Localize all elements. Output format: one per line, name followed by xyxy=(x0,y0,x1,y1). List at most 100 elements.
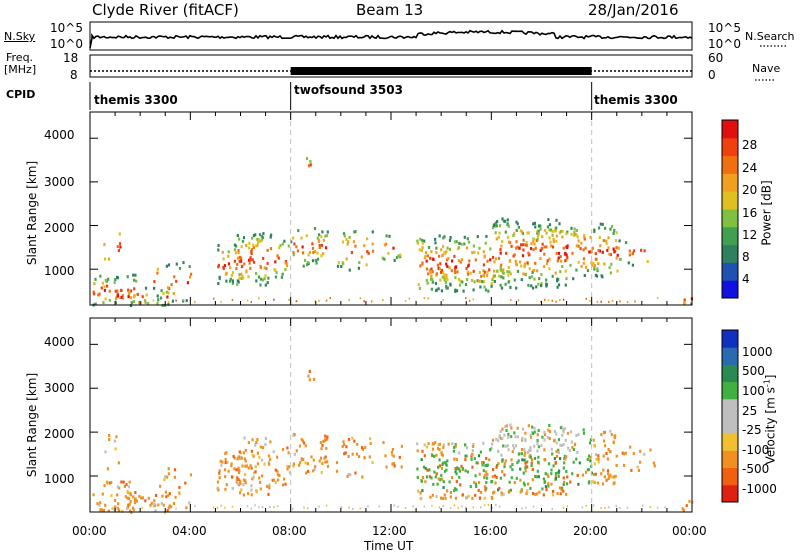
power-cell xyxy=(366,237,369,241)
power-cell xyxy=(594,257,597,261)
velocity-cell xyxy=(437,465,440,469)
power-cell xyxy=(510,244,513,248)
power-cell xyxy=(311,259,315,263)
power-cell xyxy=(485,235,488,238)
power-cell xyxy=(559,270,562,274)
velocity-cell xyxy=(223,468,227,472)
power-cell xyxy=(171,299,174,303)
power-cell xyxy=(448,239,452,242)
power-ground-cell xyxy=(600,300,602,303)
velocity-cell xyxy=(441,453,444,457)
power-cell xyxy=(461,280,464,284)
velocity-cell xyxy=(323,439,326,443)
power-ground-cell xyxy=(273,298,275,301)
power-cell xyxy=(238,273,241,277)
velocity-cell xyxy=(287,451,290,455)
velocity-cell xyxy=(482,469,485,473)
power-cell xyxy=(241,239,245,243)
power-cell xyxy=(421,241,424,245)
velocity-cell xyxy=(559,457,562,460)
velocity-cell xyxy=(529,446,532,449)
power-cell xyxy=(500,275,503,279)
power-cell xyxy=(397,254,400,258)
velocity-cell xyxy=(518,452,521,456)
velocity-cell xyxy=(226,460,229,464)
power-cell xyxy=(245,270,248,274)
power-cell xyxy=(598,249,602,253)
power-cell xyxy=(565,245,568,249)
power-cell xyxy=(513,232,516,236)
velocity-ground-cell xyxy=(261,506,264,509)
velocity-cell xyxy=(242,483,245,487)
velocity-cell xyxy=(486,463,489,467)
velocity-cell xyxy=(305,471,308,475)
velocity-cell xyxy=(342,440,345,444)
velocity-cell xyxy=(568,449,571,453)
power-cell xyxy=(352,240,355,244)
velocity-ground-cell xyxy=(216,506,219,509)
velocity-cell xyxy=(178,491,181,495)
power-cell xyxy=(430,250,433,254)
power-cell xyxy=(535,285,538,289)
power-cell xyxy=(251,236,254,240)
velocity-cell xyxy=(244,448,247,452)
velocity-cell xyxy=(563,454,566,458)
power-cell xyxy=(575,244,578,248)
power-cell xyxy=(224,272,227,276)
velocity-cell xyxy=(110,494,113,498)
velocity-cell xyxy=(254,470,257,474)
power-cell xyxy=(536,269,539,273)
power-cell xyxy=(690,302,693,306)
power-cell xyxy=(609,253,612,257)
power-cell xyxy=(515,246,518,250)
velocity-cell xyxy=(233,456,236,460)
velocity-cell xyxy=(582,428,585,432)
power-cell xyxy=(557,251,561,255)
power-cell xyxy=(493,260,496,264)
velocity-cell xyxy=(188,501,191,505)
velocity-cell xyxy=(238,469,241,472)
velocity-cell xyxy=(538,490,541,494)
velocity-cell xyxy=(355,452,358,456)
velocity-cell xyxy=(534,492,537,496)
velocity-cell xyxy=(288,465,291,469)
power-cell xyxy=(438,267,442,271)
velocity-cell xyxy=(557,438,560,442)
velocity-cell xyxy=(96,502,99,506)
velocity-cell xyxy=(224,457,227,461)
power-cell xyxy=(592,261,595,265)
velocity-cell xyxy=(543,448,546,452)
velocity-cell xyxy=(247,492,250,496)
power-cell xyxy=(527,231,530,235)
power-cell xyxy=(104,257,107,261)
power-cell xyxy=(472,288,475,292)
power-cell xyxy=(248,261,251,265)
velocity-cell xyxy=(497,488,500,492)
velocity-ground-cell xyxy=(148,504,151,507)
velocity-cell xyxy=(150,501,153,505)
velocity-cell xyxy=(272,450,275,454)
power-cell xyxy=(596,269,599,273)
velocity-cell xyxy=(225,483,228,487)
power-cell xyxy=(162,291,165,295)
power-cell xyxy=(345,257,348,261)
velocity-cell xyxy=(390,453,394,457)
velocity-cell xyxy=(108,481,112,485)
power-cell xyxy=(239,257,242,261)
power-cell xyxy=(120,289,123,292)
velocity-cell xyxy=(587,468,590,472)
power-cell xyxy=(250,248,254,252)
velocity-cell xyxy=(168,504,171,508)
velocity-cell xyxy=(239,482,242,486)
power-cell xyxy=(217,248,220,252)
velocity-ground-cell xyxy=(303,506,305,509)
power-cell xyxy=(508,259,511,263)
velocity-cell xyxy=(550,468,553,472)
velocity-cell xyxy=(503,433,506,437)
velocity-cell xyxy=(597,460,600,464)
power-cell xyxy=(502,219,505,223)
power-cell xyxy=(444,280,447,284)
velocity-cell xyxy=(559,443,562,447)
velocity-cell xyxy=(553,439,556,443)
velocity-cell xyxy=(481,463,484,467)
